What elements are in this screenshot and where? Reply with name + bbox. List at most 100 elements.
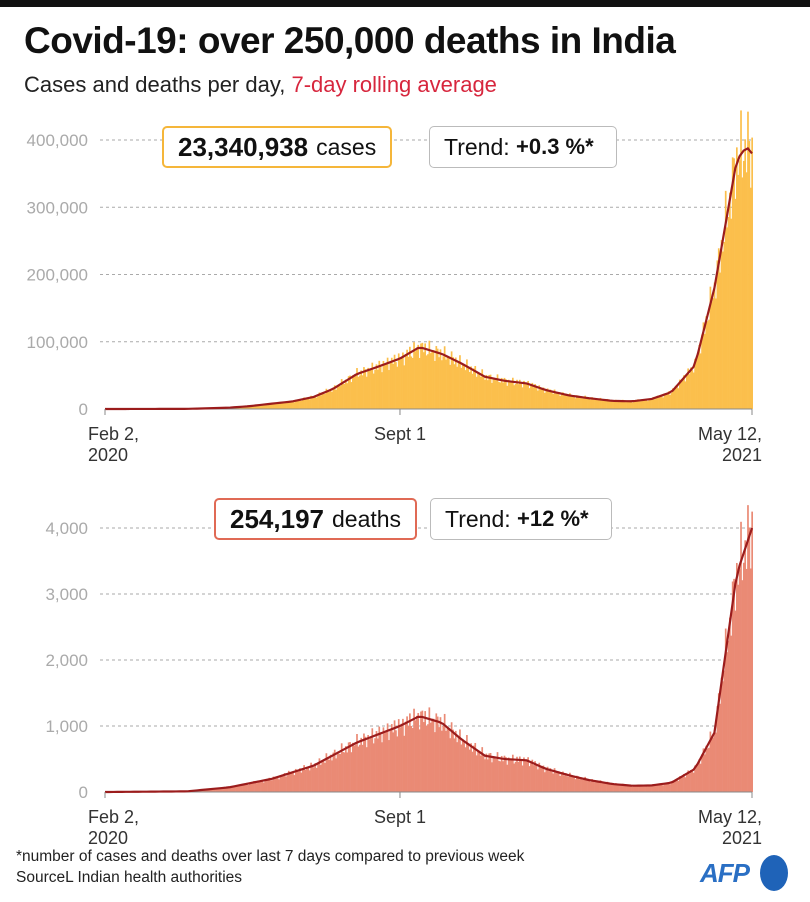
deaths-unit: deaths (331, 505, 402, 532)
deaths-daily-bar (493, 757, 496, 792)
deaths-daily-bar (443, 713, 446, 792)
deaths-daily-bar (427, 724, 429, 792)
cases-daily-bar (307, 398, 310, 409)
cases-daily-bar (730, 218, 733, 409)
deaths-daily-bar (498, 760, 500, 792)
deaths-daily-bar (517, 761, 520, 792)
deaths-daily-bar (635, 785, 638, 792)
cases-daily-bar (325, 388, 328, 409)
deaths-daily-bar (253, 781, 255, 792)
deaths-daily-bar (255, 783, 258, 792)
cases-daily-bar (663, 393, 666, 409)
deaths-daily-bar (318, 758, 321, 792)
cases-daily-bar (527, 380, 529, 409)
deaths-daily-bar (278, 779, 280, 792)
deaths-daily-bar (562, 771, 564, 792)
cases-daily-bar (313, 397, 315, 409)
deaths-daily-bar (232, 787, 235, 792)
cases-daily-bar (637, 399, 639, 409)
deaths-daily-bar (605, 783, 607, 792)
deaths-daily-bar (326, 758, 329, 792)
deaths-y-tick-label: 0 (79, 783, 88, 802)
cases-daily-bar (382, 360, 385, 409)
cases-daily-bar (502, 382, 504, 409)
cases-daily-bar (702, 322, 705, 409)
cases-x-tick-label: May 12, (698, 424, 762, 444)
deaths-daily-bar (716, 706, 719, 792)
cases-daily-bar (268, 403, 271, 409)
deaths-daily-bar (639, 786, 642, 792)
cases-daily-bar (479, 376, 482, 409)
cases-daily-bar (694, 358, 696, 409)
subtitle-highlight: 7-day rolling average (291, 72, 497, 97)
deaths-daily-bar (306, 766, 308, 792)
cases-daily-bar (690, 367, 692, 409)
deaths-daily-bar (619, 784, 621, 792)
cases-daily-bar (289, 402, 292, 409)
deaths-daily-bar (262, 782, 265, 792)
cases-daily-bar (641, 399, 644, 409)
cases-daily-bar (281, 402, 283, 409)
cases-daily-bar (383, 365, 386, 409)
cases-daily-bar (425, 355, 428, 409)
cases-daily-bar (605, 401, 607, 409)
cases-daily-bar (464, 370, 467, 409)
deaths-daily-bar (307, 767, 310, 792)
cases-total: 23,340,938 (178, 131, 309, 162)
deaths-daily-bar (354, 744, 357, 792)
deaths-daily-bar (557, 771, 560, 792)
cases-daily-bar (422, 352, 425, 409)
deaths-daily-bar (500, 755, 503, 792)
cases-daily-bar (683, 375, 685, 409)
cases-daily-bar (507, 379, 510, 409)
deaths-y-tick-label: 2,000 (45, 651, 88, 670)
deaths-daily-bar (463, 741, 465, 792)
cases-daily-bar (467, 367, 470, 409)
cases-daily-bar (595, 398, 598, 409)
cases-daily-bar (667, 391, 670, 409)
cases-y-tick-label: 0 (79, 400, 88, 419)
cases-daily-bar (514, 383, 517, 409)
cases-daily-bar (737, 174, 740, 409)
deaths-daily-bar (346, 752, 349, 792)
deaths-daily-bar (634, 785, 637, 792)
cases-daily-bar (292, 401, 294, 409)
deaths-daily-bar (525, 760, 528, 792)
cases-daily-bar (441, 360, 443, 409)
cases-daily-bar (388, 370, 390, 409)
deaths-daily-bar (705, 745, 708, 792)
cases-daily-bar (389, 362, 392, 409)
deaths-daily-bar (503, 755, 506, 792)
cases-daily-bar (240, 407, 243, 409)
cases-daily-bar (624, 402, 627, 409)
cases-daily-bar (356, 368, 358, 409)
cases-daily-bar (500, 377, 503, 409)
cases-daily-bar (324, 393, 326, 409)
cases-daily-bar (740, 110, 742, 410)
deaths-daily-bar (413, 708, 415, 792)
deaths-daily-bar (524, 760, 527, 792)
deaths-daily-bar (208, 789, 211, 792)
cases-daily-bar (331, 391, 333, 409)
cases-daily-bar (332, 387, 335, 409)
cases-daily-bar (478, 373, 481, 409)
cases-daily-bar (431, 349, 433, 409)
cases-daily-bar (254, 405, 257, 409)
top-bar (0, 0, 810, 7)
cases-daily-bar (474, 365, 477, 409)
cases-daily-bar (538, 385, 541, 409)
deaths-daily-bar (532, 765, 535, 792)
deaths-daily-bar (607, 783, 610, 792)
cases-daily-bar (749, 187, 752, 409)
deaths-daily-bar (726, 652, 728, 792)
cases-daily-bar (570, 396, 573, 409)
deaths-daily-bar (581, 779, 584, 792)
deaths-daily-bar (722, 681, 724, 792)
deaths-daily-bar (531, 759, 534, 792)
deaths-daily-bar (685, 773, 688, 792)
deaths-daily-bar (442, 726, 445, 792)
deaths-daily-bar (569, 772, 571, 792)
deaths-daily-bar (392, 732, 395, 792)
deaths-daily-bar (225, 788, 228, 792)
deaths-daily-bar (587, 779, 589, 792)
